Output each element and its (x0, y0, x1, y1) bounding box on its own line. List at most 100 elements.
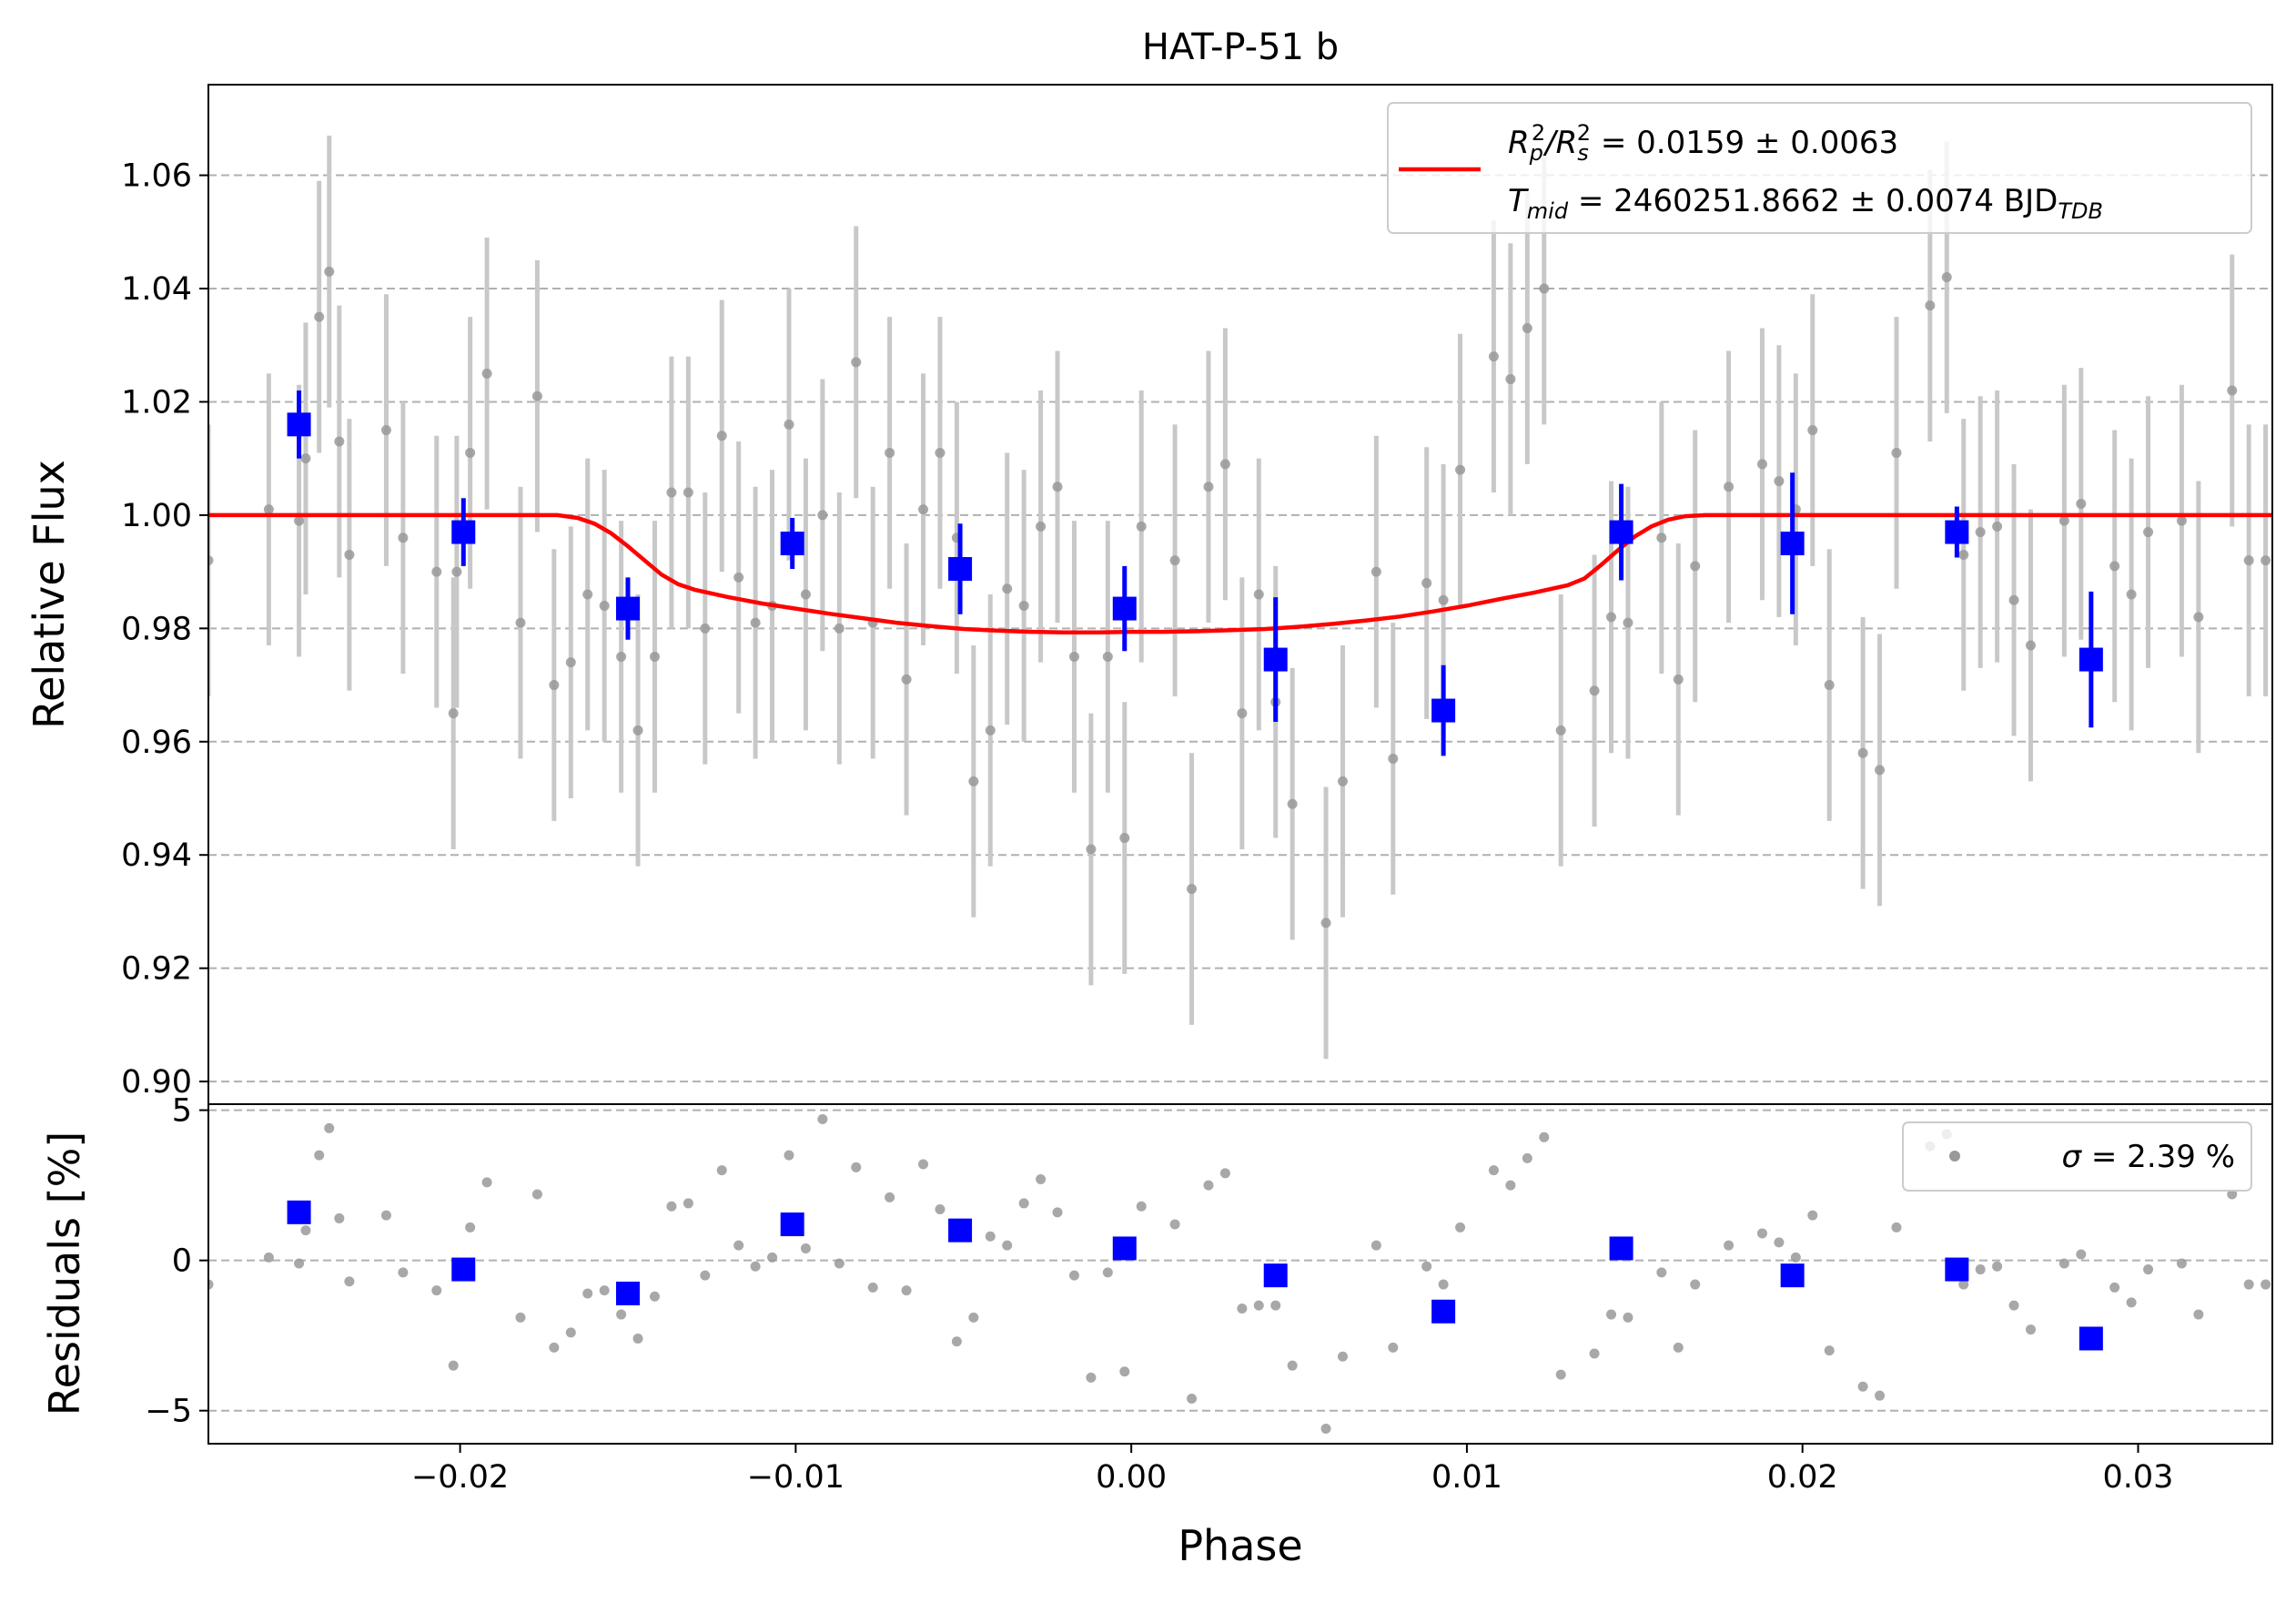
raw-point (565, 657, 576, 668)
legend-sigma-text: σ = 2.39 % (2062, 1139, 2235, 1175)
raw-point (431, 566, 442, 577)
residual-point (1036, 1174, 1047, 1185)
raw-point (515, 617, 526, 628)
bottom-y-tick-label: 5 (172, 1093, 192, 1130)
raw-point (1018, 600, 1029, 611)
residual-point (344, 1276, 355, 1287)
residual-point (2143, 1264, 2154, 1275)
raw-point (1875, 765, 1886, 776)
raw-point (1052, 482, 1063, 492)
raw-point (1555, 725, 1566, 736)
raw-point (582, 589, 593, 600)
top-panel: 0.90 0.92 0.94 0.96 0.98 1.00 1.02 1.04 1.06 Rel… (25, 84, 2273, 1105)
raw-point (700, 623, 711, 634)
raw-point (1187, 884, 1198, 895)
residual-point (951, 1336, 962, 1347)
residual-point (1438, 1279, 1449, 1290)
residual-point (632, 1333, 643, 1344)
raw-point (1589, 685, 1600, 696)
raw-point (750, 617, 761, 628)
raw-point (1673, 674, 1684, 685)
raw-point (1505, 374, 1516, 385)
residual-point (1992, 1261, 2003, 1272)
residual-point (1774, 1237, 1785, 1248)
raw-point (1488, 351, 1499, 362)
raw-point (1690, 561, 1701, 572)
residual-point (1673, 1342, 1684, 1353)
residual-point (1337, 1351, 1348, 1362)
residual-point (683, 1198, 693, 1209)
binned-point (1431, 698, 1456, 723)
raw-point (1656, 533, 1667, 543)
x-tick-label: 0.02 (1767, 1459, 1838, 1496)
raw-point (2126, 589, 2137, 600)
residual-point (1068, 1270, 1079, 1281)
raw-point (1992, 521, 2003, 532)
residual-point (1539, 1131, 1550, 1142)
residual-point (2008, 1300, 2019, 1311)
residual-point (1555, 1369, 1566, 1380)
residual-point (324, 1122, 335, 1133)
top-plot-area (208, 136, 2272, 1060)
binned-residual-point (1780, 1263, 1805, 1288)
legend-rp-rs-text: Rp2/Rs2 = 0.0159 ± 0.0063 (1508, 120, 1898, 166)
residual-point (1589, 1348, 1600, 1359)
residual-point (515, 1312, 526, 1323)
binned-point (948, 557, 973, 581)
residual-point (1724, 1240, 1735, 1251)
raw-point (2076, 498, 2087, 509)
raw-point (1857, 747, 1868, 758)
raw-point (2227, 385, 2238, 396)
binned-residual-point (1945, 1257, 1969, 1282)
top-y-tick-label: 0.94 (121, 837, 192, 874)
top-y-tick-label: 0.90 (121, 1064, 192, 1101)
residual-point (1203, 1180, 1214, 1191)
binned-residual-points (287, 1200, 2103, 1351)
raw-point (1337, 776, 1348, 786)
residual-point (465, 1222, 476, 1233)
raw-point (451, 566, 462, 577)
residual-point (733, 1240, 744, 1251)
raw-point (1975, 527, 1986, 538)
residual-point (968, 1312, 979, 1323)
raw-point (1102, 651, 1113, 662)
bottom-grid (208, 1109, 2272, 1412)
raw-point (531, 391, 542, 401)
residual-point (1018, 1198, 1029, 1209)
bottom-panel-frame (207, 1103, 2273, 1445)
residual-point (1002, 1240, 1013, 1251)
raw-point (294, 515, 305, 526)
residual-point (1270, 1300, 1281, 1311)
raw-point (733, 572, 744, 583)
residual-point (2025, 1324, 2036, 1335)
top-y-tick-label: 1.00 (121, 498, 192, 534)
raw-point (666, 487, 677, 498)
binned-residual-point (615, 1281, 640, 1305)
bottom-legend-frame (1902, 1121, 2252, 1192)
residual-point (448, 1360, 459, 1371)
legend-tmid-text: Tmid = 2460251.8662 ± 0.0074 BJDTDB (1508, 183, 2103, 224)
residual-point (885, 1192, 895, 1202)
residual-point (582, 1288, 593, 1299)
top-y-tick-label: 0.98 (121, 611, 192, 647)
raw-point (1623, 617, 1633, 628)
raw-point (398, 533, 409, 543)
residual-point (666, 1201, 677, 1212)
residual-point (300, 1225, 311, 1236)
bottom-plot-area (208, 1114, 2271, 1434)
raw-point (1136, 521, 1147, 532)
raw-point (549, 680, 560, 691)
residual-point (2076, 1249, 2087, 1260)
binned-point (1112, 596, 1137, 621)
raw-point (1287, 798, 1298, 809)
residual-point (1522, 1152, 1532, 1163)
top-legend: Rp2/Rs2 = 0.0159 ± 0.0063 Tmid = 2460251… (1387, 102, 2252, 234)
binned-residual-point (1431, 1299, 1456, 1324)
raw-point (1539, 283, 1550, 294)
raw-point (481, 368, 492, 379)
residual-point (565, 1327, 576, 1338)
raw-point (1756, 459, 1767, 470)
residual-point (398, 1267, 409, 1278)
binned-residual-point (2079, 1326, 2103, 1351)
top-y-tick-label: 1.04 (121, 271, 192, 308)
